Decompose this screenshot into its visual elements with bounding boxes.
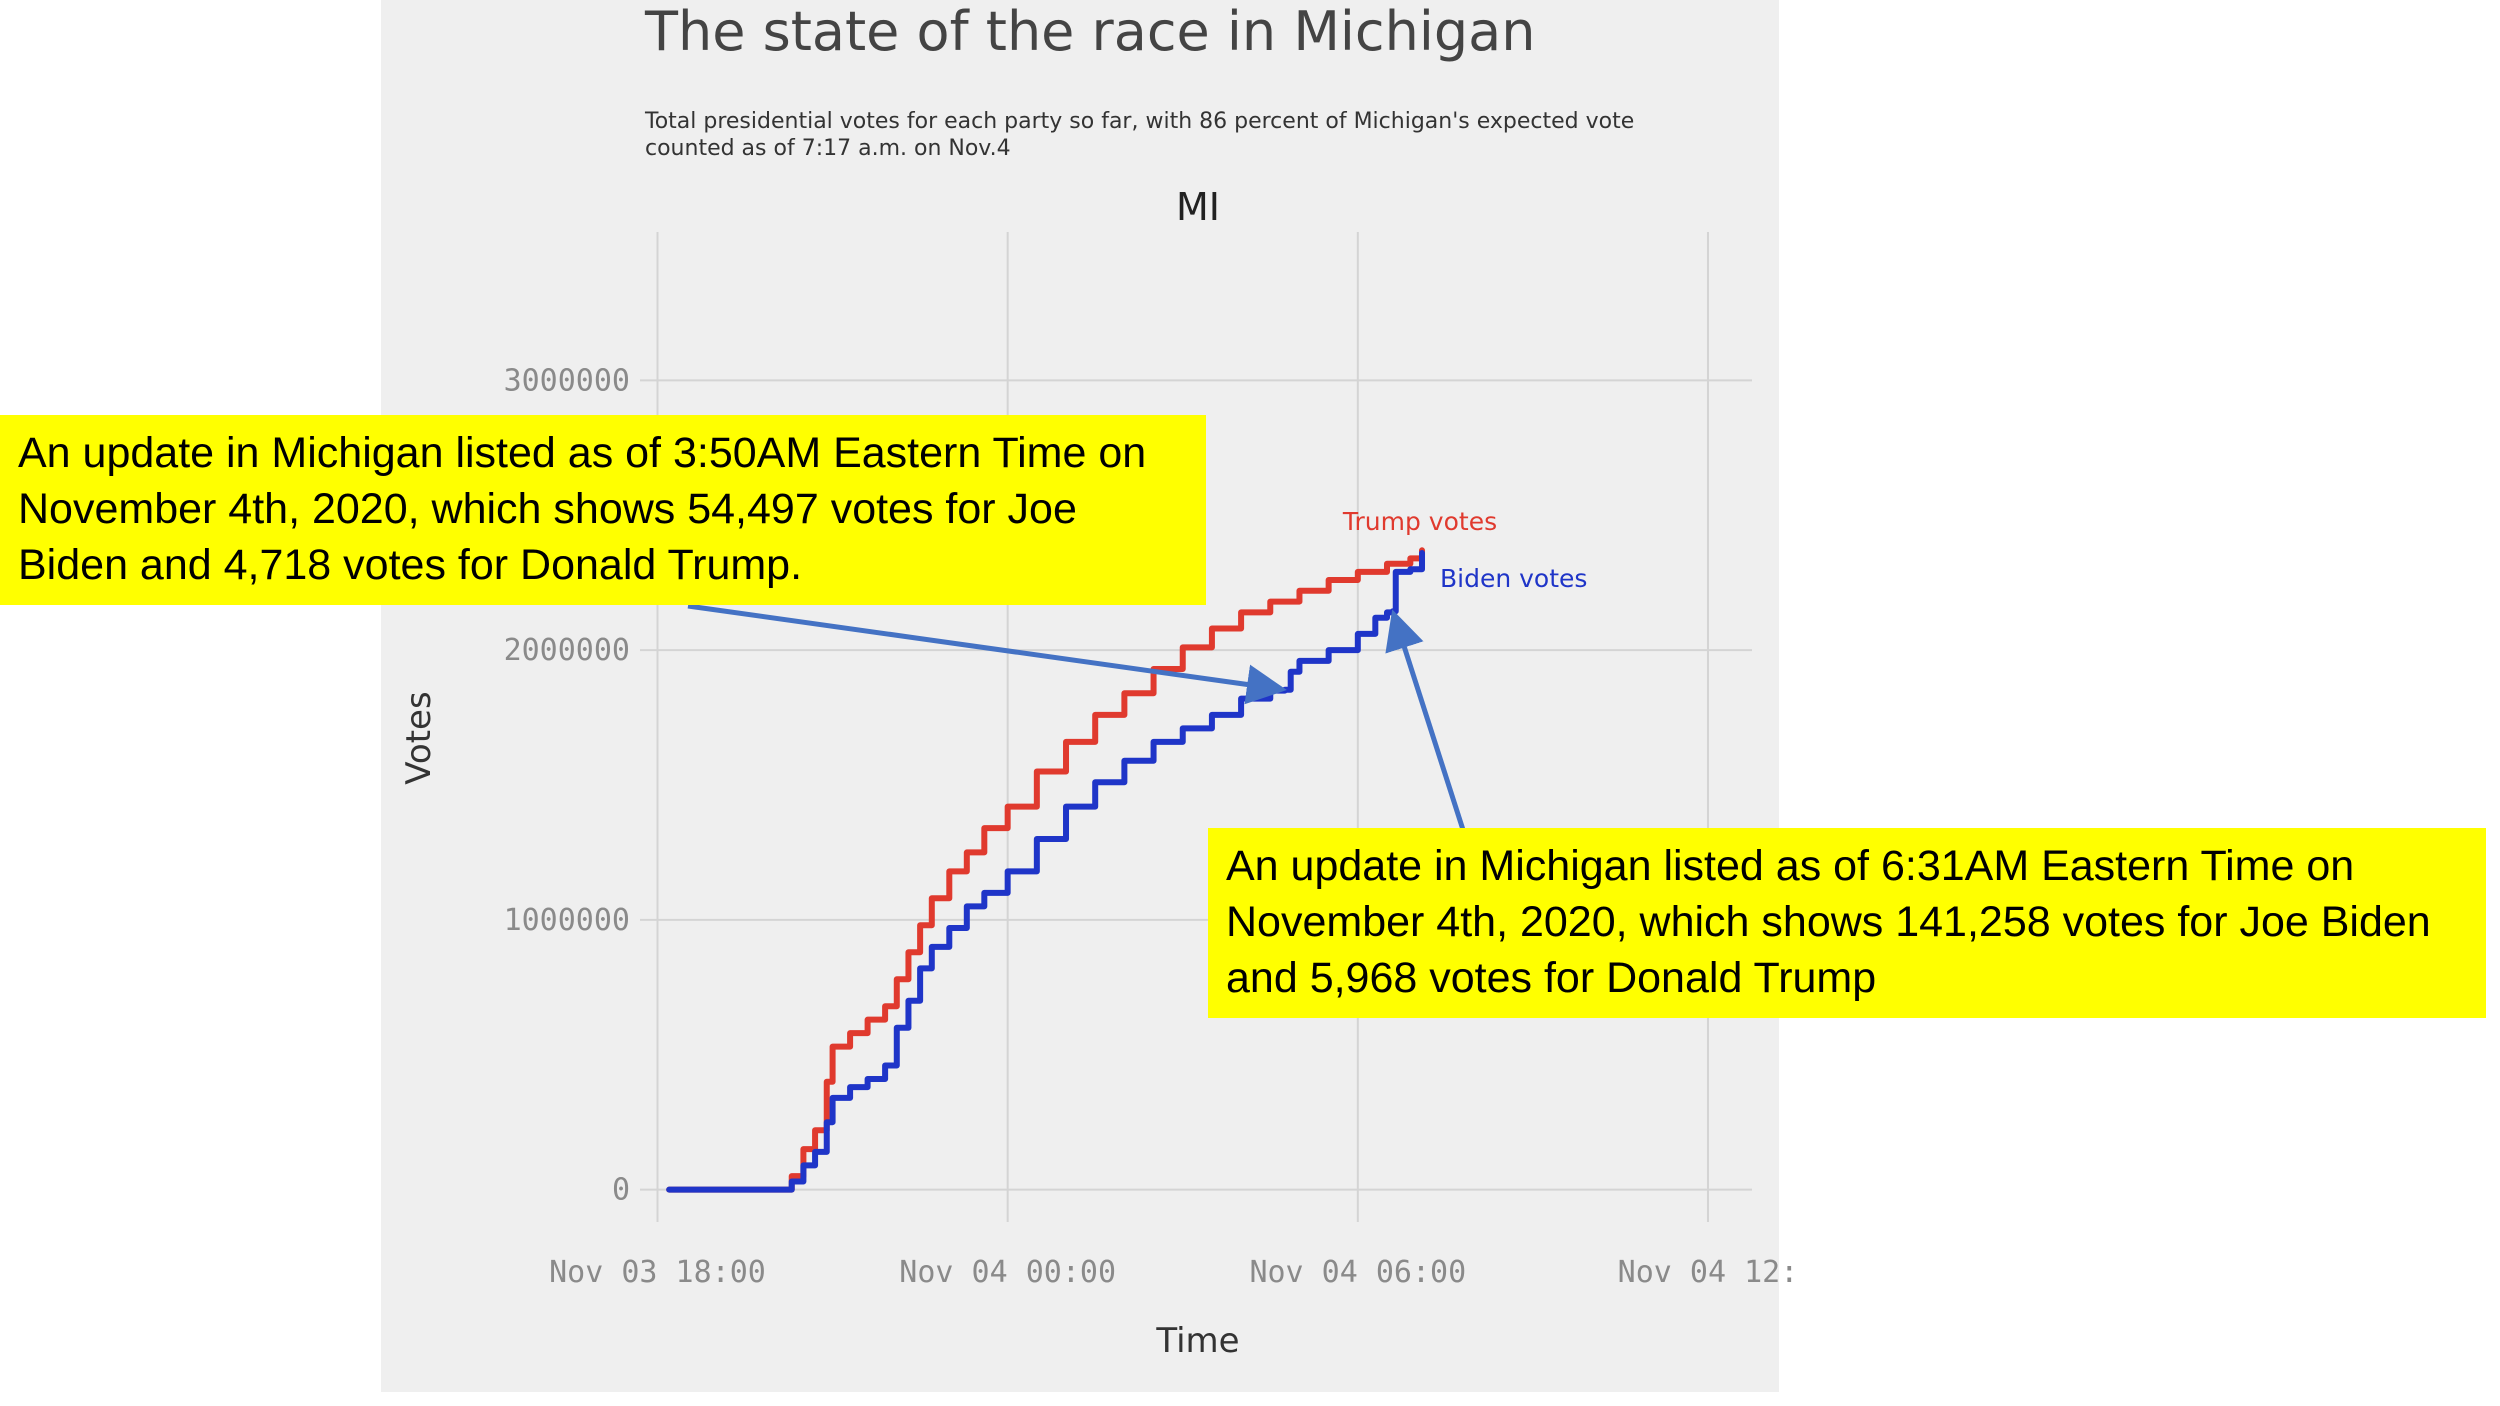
y-tick-label: 3000000 (504, 363, 630, 398)
grid (640, 232, 1752, 1222)
page-title: The state of the race in Michigan (645, 0, 1536, 63)
biden-votes-label: Biden votes (1440, 564, 1587, 593)
y-tick-label: 0 (612, 1173, 630, 1208)
axes: MI Nov 03 18:00 Nov 04 00:00 Nov 04 06:00 No… (399, 185, 1798, 1361)
y-tick-label: 1000000 (504, 903, 630, 938)
chart-title: MI (1176, 185, 1220, 229)
x-tick-label: Nov 04 06:00 (1249, 1255, 1466, 1290)
annotation-arrows (687, 603, 1468, 837)
x-tick-label: Nov 04 00:00 (899, 1255, 1116, 1290)
series-labels: Trump votes Biden votes (1342, 507, 1588, 593)
annotation-callout-left: An update in Michigan listed as of 3:50A… (0, 415, 1206, 605)
x-tick-label: Nov 04 12: (1618, 1255, 1799, 1290)
annotation-arrow-left (687, 603, 1287, 705)
x-tick-label: Nov 03 18:00 (549, 1255, 766, 1290)
x-axis-label: Time (1155, 1321, 1239, 1361)
annotation-callout-right: An update in Michigan listed as of 6:31A… (1208, 828, 2486, 1018)
series-lines (666, 547, 1426, 1193)
page-subtitle: Total presidential votes for each party … (645, 109, 1635, 161)
trump-votes-label: Trump votes (1342, 507, 1497, 536)
biden-votes-line (666, 550, 1426, 1193)
y-axis-label: Votes (399, 691, 439, 784)
y-tick-label: 2000000 (504, 633, 630, 668)
trump-votes-line (666, 547, 1426, 1193)
chart-panel (381, 0, 1779, 1392)
annotation-arrow-right (1385, 609, 1468, 837)
